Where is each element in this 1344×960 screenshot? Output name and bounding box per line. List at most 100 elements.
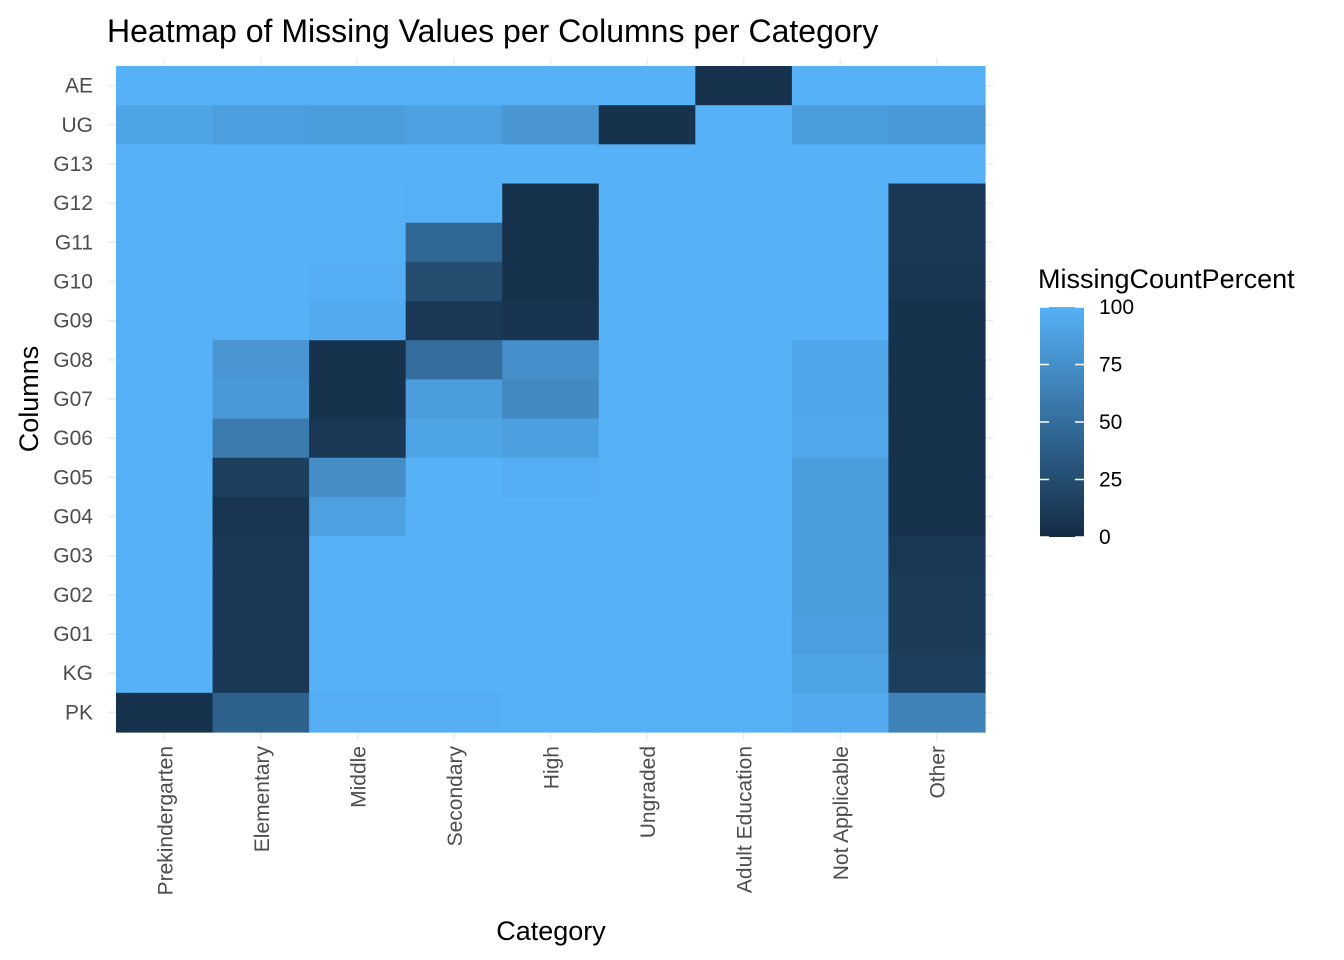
heatmap-cell (598, 496, 696, 537)
heatmap-cell (791, 692, 890, 733)
y-axis-title: Columns (14, 346, 44, 453)
x-tick-label: Prekindergarten (154, 746, 177, 895)
chart-title: Heatmap of Missing Values per Columns pe… (107, 13, 878, 49)
heatmap-cell (598, 536, 696, 576)
heatmap-cell (791, 379, 890, 420)
heatmap-cell (212, 614, 310, 655)
heatmap-cell (888, 653, 986, 694)
x-axis-title: Category (496, 916, 606, 946)
heatmap-cell (695, 653, 793, 694)
heatmap-cell (502, 457, 600, 498)
legend-tick-label: 100 (1099, 296, 1134, 319)
y-tick-label: G09 (53, 310, 93, 333)
heatmap-cell (888, 496, 986, 537)
heatmap-cell (116, 222, 214, 263)
heatmap-cell (791, 66, 890, 106)
y-tick-label: G02 (53, 584, 93, 607)
heatmap-cell (405, 692, 503, 733)
x-tick-label: Middle (347, 746, 370, 808)
x-tick-label: Other (927, 746, 950, 799)
heatmap-cell (405, 261, 503, 302)
heatmap-cell (888, 183, 986, 224)
heatmap-cell (309, 144, 407, 185)
heatmap-cell (116, 536, 214, 576)
heatmap-cell (116, 653, 214, 694)
heatmap-cell (791, 496, 890, 537)
y-tick-label: AE (65, 75, 93, 98)
heatmap-cell (502, 261, 600, 302)
heatmap-cell (309, 457, 407, 498)
heatmap-cell (212, 144, 310, 185)
y-tick-label: G12 (53, 192, 93, 215)
x-tick-label: Not Applicable (830, 746, 853, 880)
legend-title: MissingCountPercent (1038, 264, 1295, 294)
legend: MissingCountPercent 100 75 50 25 0 (1038, 264, 1295, 549)
heatmap-cell (502, 418, 600, 459)
heatmap-cell (309, 301, 407, 341)
heatmap-cell (791, 222, 890, 263)
heatmap-cell (791, 536, 890, 576)
heatmap-cell (791, 457, 890, 498)
heatmap-cell (502, 496, 600, 537)
y-tick-label: G01 (53, 623, 93, 646)
heatmap-cell (888, 692, 986, 733)
heatmap-cell (695, 496, 793, 537)
legend-tick-label: 25 (1099, 469, 1122, 492)
x-axis-ticks: Prekindergarten Elementary Middle Secondary… (154, 746, 949, 896)
y-tick-label: G13 (53, 153, 93, 176)
heatmap-cell (791, 183, 890, 224)
heatmap-cell (598, 66, 696, 106)
heatmap-cell (212, 183, 310, 224)
heatmap-cell (502, 614, 600, 655)
legend-tick-label: 75 (1099, 354, 1122, 377)
x-tick-label: Secondary (444, 746, 467, 847)
legend-tick-label: 50 (1099, 411, 1122, 434)
y-tick-label: G06 (53, 427, 93, 450)
heatmap-cell (502, 536, 600, 576)
heatmap-cell (791, 105, 890, 145)
heatmap-cell (116, 301, 214, 341)
heatmap-cell (598, 222, 696, 263)
heatmap-cell (888, 66, 986, 106)
heatmap-cell (598, 183, 696, 224)
heatmap-cell (405, 614, 503, 655)
heatmap-cell (212, 692, 310, 733)
heatmap-cell (502, 183, 600, 224)
heatmap-cell (598, 692, 696, 733)
heatmap-cell (212, 340, 310, 381)
heatmap-cell (116, 614, 214, 655)
legend-ticks: 100 75 50 25 0 (1040, 296, 1134, 549)
heatmap-cell (888, 536, 986, 576)
heatmap-cell (405, 340, 503, 381)
heatmap-cell (598, 144, 696, 185)
heatmap-cell (212, 301, 310, 341)
heatmap-cell (598, 340, 696, 381)
x-tick-label: Ungraded (637, 746, 660, 838)
heatmap-cell (116, 144, 214, 185)
heatmap-cell (405, 536, 503, 576)
heatmap-cell (888, 614, 986, 655)
heatmap-cell (888, 575, 986, 616)
heatmap-cell (502, 653, 600, 694)
heatmap-cell (695, 575, 793, 616)
heatmap-cell (502, 340, 600, 381)
heatmap-cell (116, 379, 214, 420)
heatmap-cell (695, 418, 793, 459)
heatmap-cell (888, 301, 986, 341)
heatmap-cell (405, 418, 503, 459)
heatmap-cell (116, 418, 214, 459)
heatmap-cell (888, 379, 986, 420)
heatmap-cell (598, 575, 696, 616)
heatmap-cell (888, 222, 986, 263)
heatmap-cell (405, 575, 503, 616)
heatmap-cell (888, 418, 986, 459)
y-tick-label: G03 (53, 545, 93, 568)
heatmap-cell (309, 418, 407, 459)
heatmap-cell (888, 457, 986, 498)
y-tick-label: UG (62, 114, 94, 137)
heatmap-cell (309, 340, 407, 381)
heatmap-cell (212, 105, 310, 145)
heatmap-cell (405, 379, 503, 420)
heatmap-cell (791, 418, 890, 459)
legend-tick-label: 0 (1099, 526, 1111, 549)
